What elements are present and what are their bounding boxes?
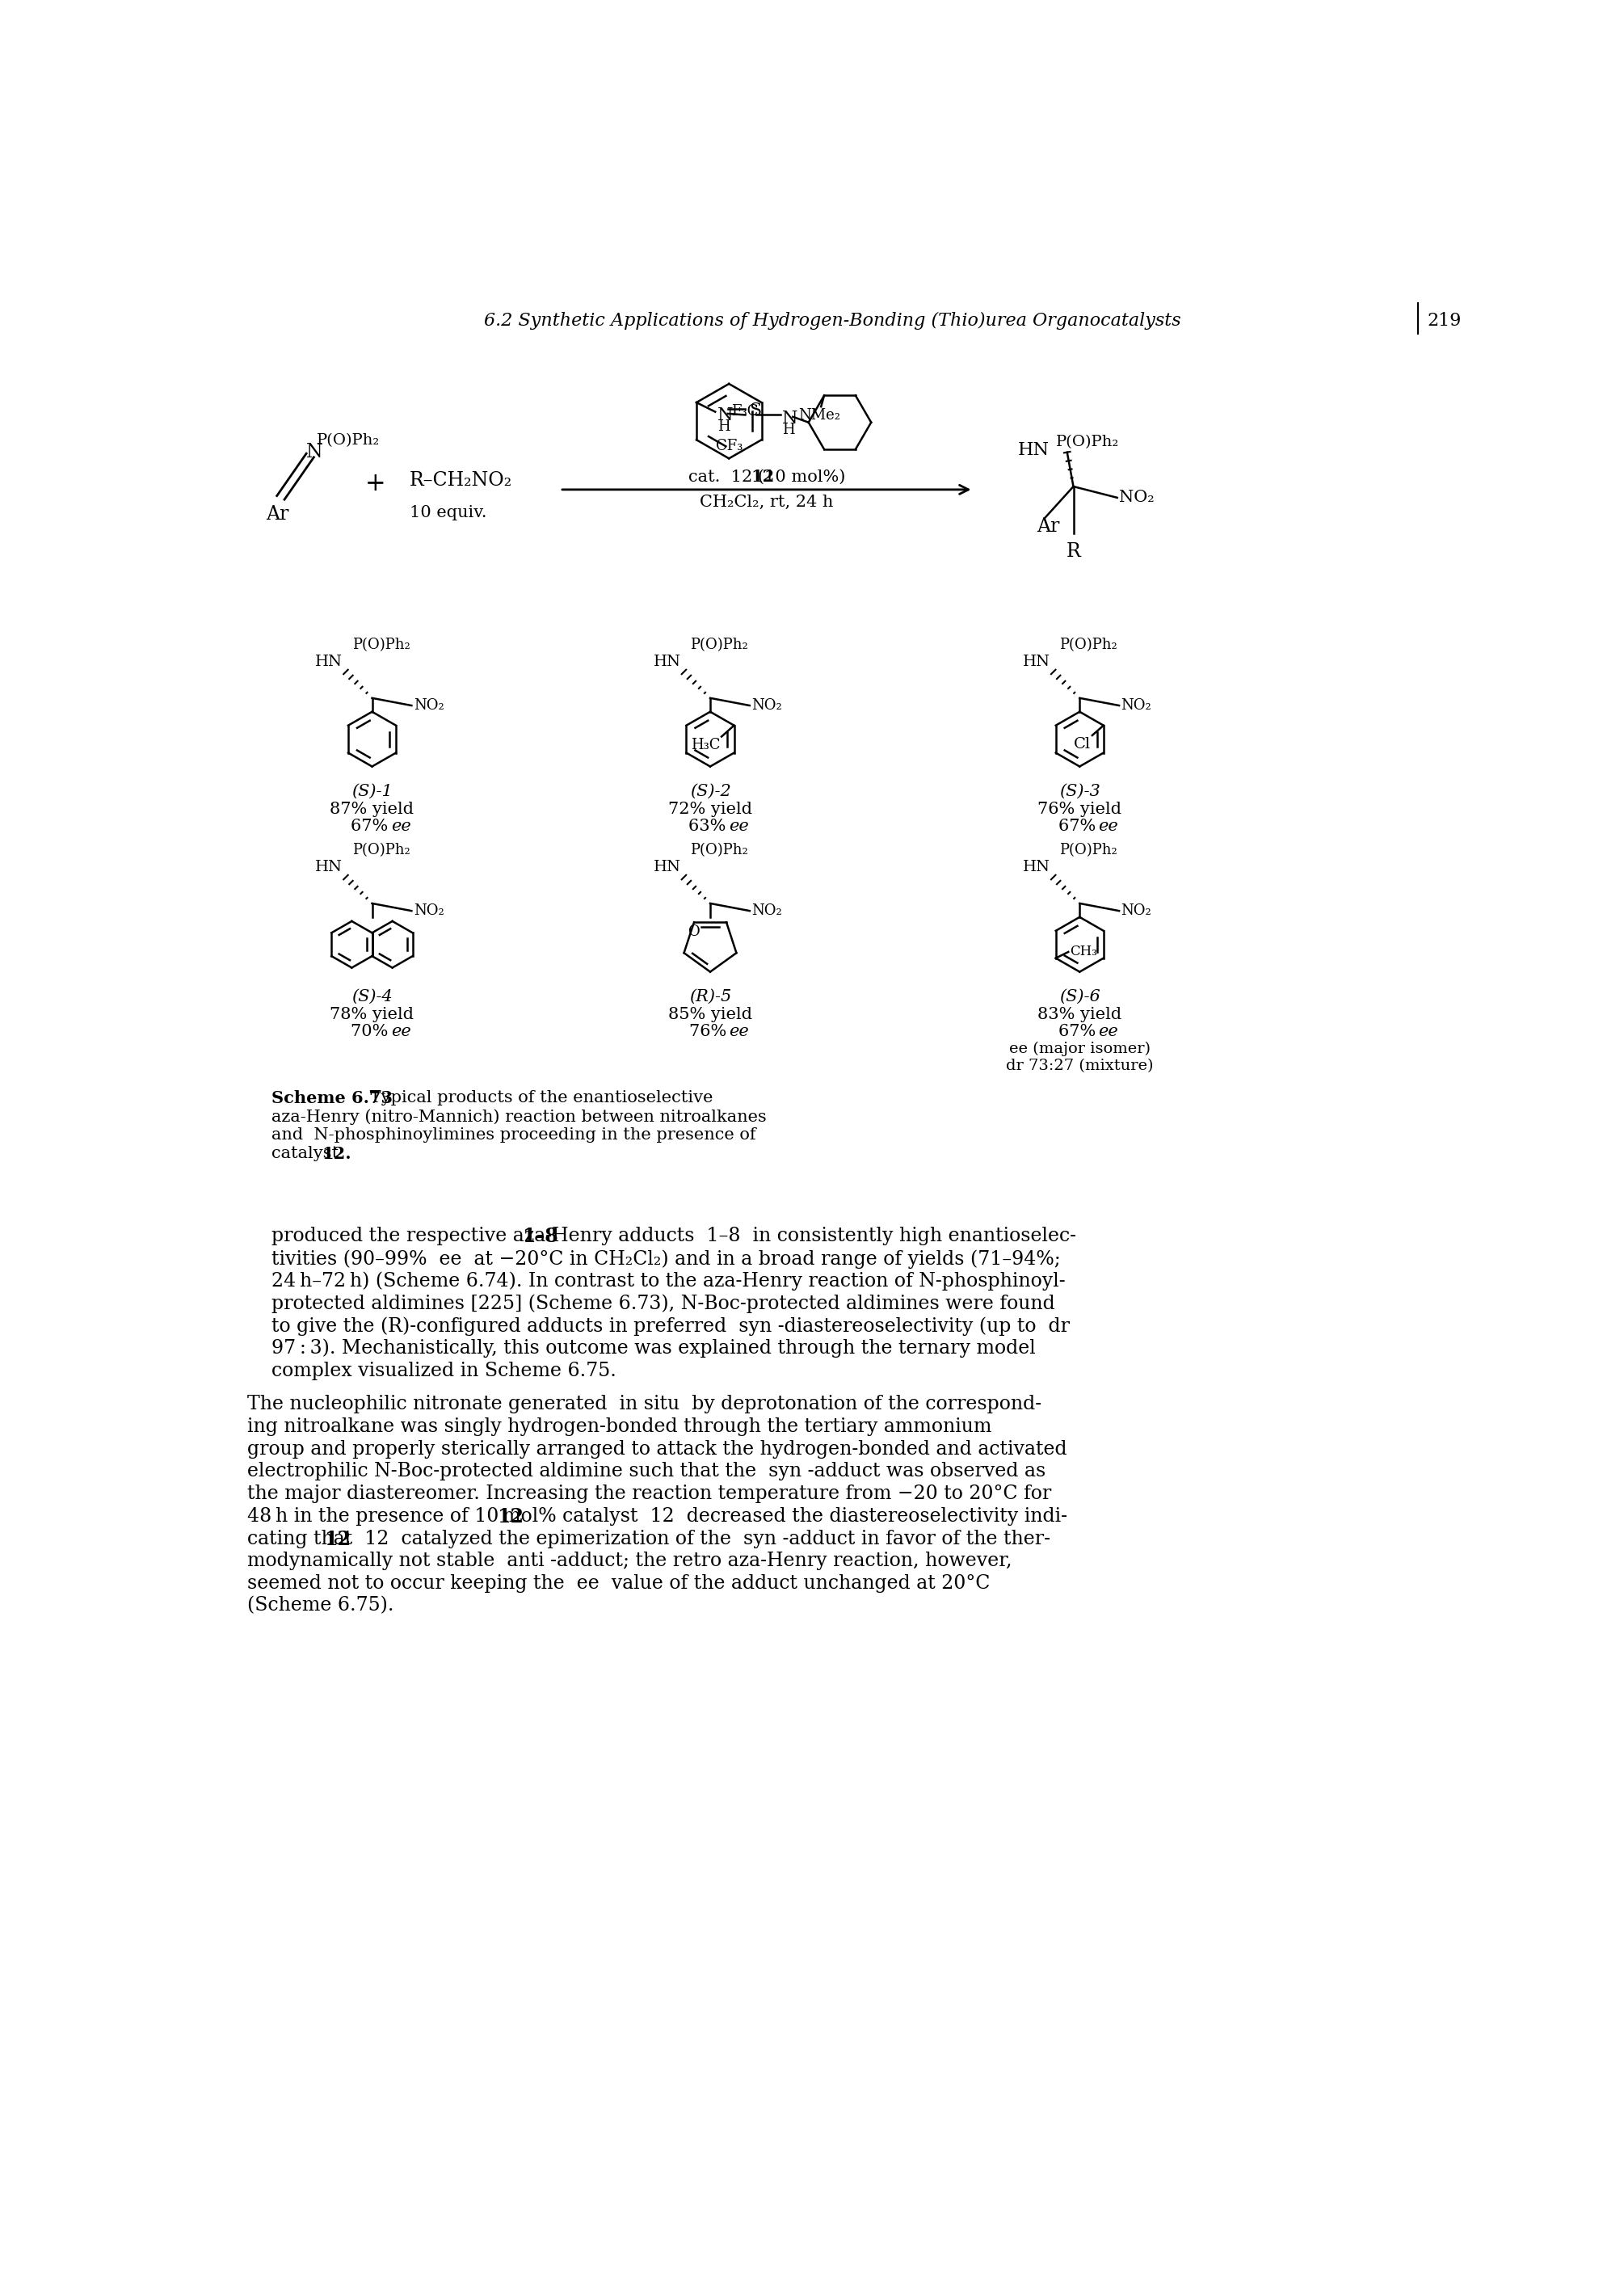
Text: cat.  12 (10 mol%): cat. 12 (10 mol%) xyxy=(689,470,844,486)
Text: CF₃: CF₃ xyxy=(716,440,742,454)
Text: NO₂: NO₂ xyxy=(1119,490,1155,506)
Text: F₃C: F₃C xyxy=(731,403,758,419)
Text: ee: ee xyxy=(1098,1024,1119,1040)
Text: NO₂: NO₂ xyxy=(1121,903,1151,919)
Text: cating that  12  catalyzed the epimerization of the  syn -adduct in favor of the: cating that 12 catalyzed the epimerizati… xyxy=(247,1530,1051,1549)
Text: 12: 12 xyxy=(325,1530,351,1549)
Text: P(O)Ph₂: P(O)Ph₂ xyxy=(1056,435,1119,449)
Text: Cl: Cl xyxy=(1073,738,1091,751)
Text: H: H xyxy=(718,419,729,433)
Text: NO₂: NO₂ xyxy=(752,903,783,919)
Text: The nucleophilic nitronate generated  in situ  by deprotonation of the correspon: The nucleophilic nitronate generated in … xyxy=(247,1395,1041,1414)
Text: to give the (R)-configured adducts in preferred  syn -diastereoselectivity (up t: to give the (R)-configured adducts in pr… xyxy=(271,1317,1070,1336)
Text: HN: HN xyxy=(1023,859,1051,875)
Text: 85% yield: 85% yield xyxy=(667,1006,752,1022)
Text: CH₂Cl₂, rt, 24 h: CH₂Cl₂, rt, 24 h xyxy=(700,495,833,511)
Text: modynamically not stable  anti -adduct; the retro aza-Henry reaction, however,: modynamically not stable anti -adduct; t… xyxy=(247,1551,1012,1569)
Text: HN: HN xyxy=(1018,442,1049,458)
Text: 67%: 67% xyxy=(1059,1024,1101,1040)
Text: 24 h–72 h) (Scheme 6.74). In contrast to the aza-Henry reaction of N-phosphinoyl: 24 h–72 h) (Scheme 6.74). In contrast to… xyxy=(271,1272,1065,1290)
Text: the major diastereomer. Increasing the reaction temperature from −20 to 20°C for: the major diastereomer. Increasing the r… xyxy=(247,1485,1051,1503)
Text: O: O xyxy=(689,926,700,939)
Text: (S)-1: (S)-1 xyxy=(351,784,393,800)
Text: NO₂: NO₂ xyxy=(1121,699,1151,713)
Text: 63%: 63% xyxy=(689,818,731,834)
Text: N: N xyxy=(718,408,732,424)
Text: 72% yield: 72% yield xyxy=(667,802,752,816)
Text: 76% yield: 76% yield xyxy=(1038,802,1122,816)
Text: produced the respective aza-Henry adducts  1–8  in consistently high enantiosele: produced the respective aza-Henry adduct… xyxy=(271,1228,1077,1246)
Text: (S)-6: (S)-6 xyxy=(1059,990,1099,1006)
Text: 97 : 3). Mechanistically, this outcome was explained through the ternary model: 97 : 3). Mechanistically, this outcome w… xyxy=(271,1338,1036,1359)
Text: (S)-2: (S)-2 xyxy=(690,784,731,800)
Text: H: H xyxy=(783,422,794,438)
Text: 70%: 70% xyxy=(351,1024,393,1040)
Text: 10 equiv.: 10 equiv. xyxy=(409,504,487,520)
Text: 12: 12 xyxy=(497,1507,523,1526)
Text: 87% yield: 87% yield xyxy=(330,802,414,816)
Text: NMe₂: NMe₂ xyxy=(797,408,840,422)
Text: catalyst: catalyst xyxy=(271,1146,344,1162)
Text: ee: ee xyxy=(391,1024,411,1040)
Text: H₃C: H₃C xyxy=(690,738,721,751)
Text: (R)-5: (R)-5 xyxy=(689,990,731,1006)
Text: Ar: Ar xyxy=(1038,518,1060,536)
Text: (S)-3: (S)-3 xyxy=(1059,784,1099,800)
Text: ee: ee xyxy=(729,818,749,834)
Text: Typical products of the enantioselective: Typical products of the enantioselective xyxy=(364,1091,713,1107)
Text: N: N xyxy=(307,442,323,460)
Text: group and properly sterically arranged to attack the hydrogen-bonded and activat: group and properly sterically arranged t… xyxy=(247,1439,1067,1459)
Text: seemed not to occur keeping the  ee  value of the adduct unchanged at 20°C: seemed not to occur keeping the ee value… xyxy=(247,1574,989,1592)
Text: complex visualized in Scheme 6.75.: complex visualized in Scheme 6.75. xyxy=(271,1361,617,1379)
Text: ing nitroalkane was singly hydrogen-bonded through the tertiary ammonium: ing nitroalkane was singly hydrogen-bond… xyxy=(247,1418,991,1436)
Text: R–CH₂NO₂: R–CH₂NO₂ xyxy=(409,472,513,490)
Text: and  N-phosphinoylimines proceeding in the presence of: and N-phosphinoylimines proceeding in th… xyxy=(271,1127,757,1143)
Text: R: R xyxy=(1067,543,1080,561)
Text: N: N xyxy=(783,410,797,428)
Text: tivities (90–99%  ee  at −20°C in CH₂Cl₂) and in a broad range of yields (71–94%: tivities (90–99% ee at −20°C in CH₂Cl₂) … xyxy=(271,1249,1060,1269)
Text: HN: HN xyxy=(315,859,343,875)
Text: NO₂: NO₂ xyxy=(414,903,443,919)
Text: dr 73:27 (mixture): dr 73:27 (mixture) xyxy=(1005,1058,1153,1074)
Text: P(O)Ph₂: P(O)Ph₂ xyxy=(352,637,409,653)
Text: P(O)Ph₂: P(O)Ph₂ xyxy=(352,843,409,857)
Text: Scheme 6.73: Scheme 6.73 xyxy=(271,1091,393,1107)
Text: ee: ee xyxy=(1098,818,1119,834)
Text: P(O)Ph₂: P(O)Ph₂ xyxy=(317,433,380,449)
Text: (Scheme 6.75).: (Scheme 6.75). xyxy=(247,1597,393,1615)
Text: S: S xyxy=(749,401,762,419)
Text: (S)-4: (S)-4 xyxy=(351,990,393,1006)
Text: HN: HN xyxy=(653,859,680,875)
Text: CH₃: CH₃ xyxy=(1070,946,1096,960)
Text: Ar: Ar xyxy=(266,504,289,525)
Text: NO₂: NO₂ xyxy=(414,699,443,713)
Text: 67%: 67% xyxy=(351,818,393,834)
Text: 67%: 67% xyxy=(1059,818,1101,834)
Text: ee: ee xyxy=(729,1024,749,1040)
Text: 219: 219 xyxy=(1427,312,1462,330)
Text: 83% yield: 83% yield xyxy=(1038,1006,1122,1022)
Text: 76%: 76% xyxy=(689,1024,731,1040)
Text: aza-Henry (nitro-Mannich) reaction between nitroalkanes: aza-Henry (nitro-Mannich) reaction betwe… xyxy=(271,1109,767,1125)
Text: HN: HN xyxy=(653,655,680,669)
Text: 1–8: 1–8 xyxy=(521,1228,559,1246)
Text: +: + xyxy=(365,472,385,495)
Text: protected aldimines [225] (Scheme 6.73), N-Boc-protected aldimines were found: protected aldimines [225] (Scheme 6.73),… xyxy=(271,1294,1056,1313)
Text: 12: 12 xyxy=(750,467,775,486)
Text: P(O)Ph₂: P(O)Ph₂ xyxy=(690,637,749,653)
Text: electrophilic N-Boc-protected aldimine such that the  syn -adduct was observed a: electrophilic N-Boc-protected aldimine s… xyxy=(247,1462,1046,1480)
Text: P(O)Ph₂: P(O)Ph₂ xyxy=(690,843,749,857)
Text: 12.: 12. xyxy=(322,1146,351,1162)
Text: P(O)Ph₂: P(O)Ph₂ xyxy=(1059,843,1117,857)
Text: HN: HN xyxy=(315,655,343,669)
Text: NO₂: NO₂ xyxy=(752,699,783,713)
Text: HN: HN xyxy=(1023,655,1051,669)
Text: ee (major isomer): ee (major isomer) xyxy=(1009,1042,1150,1056)
Text: 78% yield: 78% yield xyxy=(330,1006,414,1022)
Text: ee: ee xyxy=(391,818,411,834)
Text: P(O)Ph₂: P(O)Ph₂ xyxy=(1059,637,1117,653)
Text: 48 h in the presence of 10 mol% catalyst  12  decreased the diastereoselectivity: 48 h in the presence of 10 mol% catalyst… xyxy=(247,1507,1067,1526)
Text: 6.2 Synthetic Applications of Hydrogen-Bonding (Thio)urea Organocatalysts: 6.2 Synthetic Applications of Hydrogen-B… xyxy=(484,312,1181,330)
